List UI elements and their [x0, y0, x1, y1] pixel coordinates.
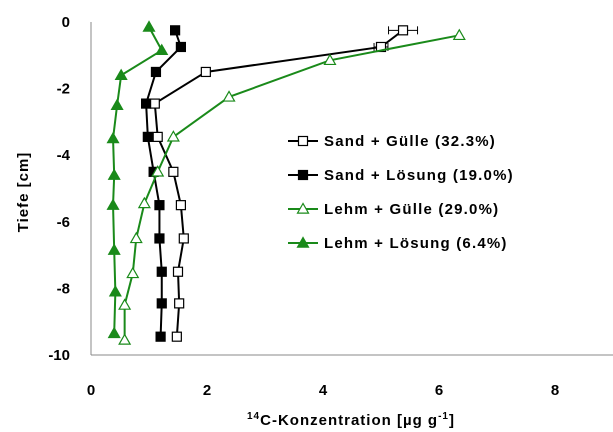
- x-tick-label: 2: [203, 382, 211, 399]
- data-point: [166, 130, 180, 142]
- data-point: [107, 243, 121, 255]
- y-tick-label: -8: [57, 280, 70, 297]
- data-point: [118, 333, 132, 345]
- x-axis-label-post: ]: [449, 412, 455, 429]
- y-tick-label: -6: [57, 214, 70, 231]
- x-axis-label-sup1: 14: [247, 411, 260, 422]
- data-point: [156, 266, 167, 277]
- series-1: [141, 25, 186, 342]
- legend-item-3: Lehm + Lösung (6.4%): [288, 235, 508, 252]
- data-point: [151, 165, 165, 177]
- data-point: [171, 331, 182, 342]
- y-tick-label: -10: [48, 347, 70, 364]
- data-point: [296, 236, 310, 248]
- data-point: [155, 331, 166, 342]
- data-point: [156, 298, 167, 309]
- series-line: [112, 26, 164, 334]
- data-point: [168, 166, 179, 177]
- data-point: [137, 196, 151, 209]
- data-point: [375, 41, 387, 53]
- x-axis-label-main: C-Konzentration [µg g: [260, 412, 438, 429]
- data-point: [118, 298, 132, 310]
- data-point: [200, 66, 211, 78]
- data-point: [154, 233, 165, 244]
- legend-label: Lehm + Gülle (29.0%): [324, 201, 499, 218]
- data-point: [172, 266, 184, 277]
- data-point: [106, 198, 120, 210]
- legend-label: Sand + Gülle (32.3%): [324, 133, 496, 150]
- data-point: [175, 41, 186, 53]
- x-tick-label: 8: [551, 382, 559, 399]
- y-tick-label: -2: [57, 81, 70, 98]
- data-point: [178, 233, 189, 244]
- data-point: [114, 68, 128, 81]
- data-point: [150, 66, 162, 78]
- data-point: [174, 298, 185, 309]
- data-point: [126, 266, 140, 279]
- data-point: [107, 326, 121, 339]
- legend: Sand + Gülle (32.3%) Sand + Lösung (19.0%…: [288, 133, 514, 252]
- data-point: [222, 90, 236, 102]
- legend-item-2: Lehm + Gülle (29.0%): [288, 201, 499, 218]
- data-point: [397, 25, 409, 36]
- data-point: [297, 135, 309, 147]
- x-axis-label-sup2: -1: [438, 411, 449, 422]
- y-tick-label: 0: [62, 14, 70, 31]
- series-2: [118, 28, 466, 345]
- x-tick-label: 4: [319, 382, 328, 399]
- data-point: [129, 231, 143, 244]
- series-line: [123, 34, 460, 341]
- data-point: [170, 25, 181, 36]
- series-3: [106, 20, 169, 339]
- data-point: [323, 53, 337, 66]
- data-point: [106, 131, 120, 144]
- legend-item-1: Sand + Lösung (19.0%): [288, 167, 514, 184]
- tick-labels: 0 2 4 6 8 0 -2 -4 -6 -8 -10: [48, 14, 559, 399]
- y-axis-label: Tiefe [cm]: [15, 152, 32, 233]
- legend-label: Sand + Lösung (19.0%): [324, 167, 514, 184]
- data-point: [141, 98, 152, 109]
- series-0: [149, 25, 419, 342]
- data-point: [142, 131, 153, 142]
- y-tick-label: -4: [57, 147, 71, 164]
- data-point: [154, 200, 165, 211]
- legend-label: Lehm + Lösung (6.4%): [324, 235, 508, 252]
- axes: [90, 22, 613, 356]
- data-point: [155, 43, 169, 56]
- x-axis-label: 14C-Konzentration [µg g-1]: [247, 411, 455, 429]
- data-point: [110, 98, 124, 110]
- x-tick-label: 0: [87, 382, 95, 399]
- data-point: [175, 200, 186, 211]
- data-point: [149, 98, 160, 109]
- data-point: [152, 131, 163, 142]
- data-point: [297, 169, 309, 181]
- data-point: [107, 168, 121, 180]
- legend-item-0: Sand + Gülle (32.3%): [288, 133, 496, 150]
- data-point: [296, 202, 310, 214]
- x-tick-label: 6: [435, 382, 443, 399]
- series-layer: [106, 20, 466, 345]
- data-point: [108, 285, 122, 297]
- data-point: [452, 28, 466, 41]
- data-point: [142, 20, 156, 32]
